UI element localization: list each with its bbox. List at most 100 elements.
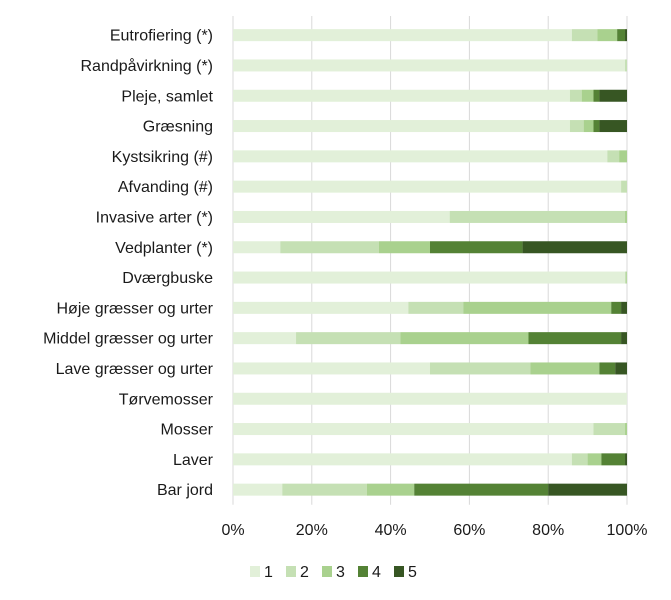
bar-segment-1 (233, 210, 450, 223)
bar-segment-3 (366, 483, 415, 496)
x-tick-labels: 0% 20% 40% 60% 80% 100% (221, 522, 647, 539)
bar-segment-5 (615, 362, 627, 375)
bar-segment-1 (233, 120, 570, 133)
category-label: Middel græsser og urter (43, 331, 214, 348)
legend-swatch (394, 566, 404, 577)
legend-swatch (322, 566, 332, 577)
legend-swatch (358, 566, 368, 577)
bar-segment-1 (233, 483, 283, 496)
bar-segment-2 (571, 29, 598, 42)
bar-segment-1 (233, 180, 622, 193)
category-label: Lave græsser og urter (56, 361, 214, 378)
bar-row (233, 271, 627, 284)
category-labels: Eutrofiering (*) Randpåvirkning (*) Pleje,… (43, 28, 214, 499)
bar-segment-2 (282, 483, 367, 496)
bar-segment-3 (626, 271, 627, 284)
bar-segment-3 (378, 241, 430, 254)
bar-segment-2 (593, 423, 626, 436)
legend-swatch (286, 566, 296, 577)
bar-segment-2 (569, 120, 584, 133)
bar-segment-3 (625, 423, 627, 436)
bar-segment-2 (430, 362, 531, 375)
bar-segment-1 (233, 332, 297, 345)
bar-segment-5 (621, 332, 627, 345)
category-label: Græsning (143, 119, 213, 136)
category-label: Høje græsser og urter (57, 300, 214, 317)
bar-segment-2 (408, 301, 464, 314)
bar-segment-5 (522, 241, 627, 254)
bar-segment-2 (625, 59, 627, 72)
bar-row (233, 89, 627, 102)
bar-row (233, 301, 627, 314)
category-label: Mosser (161, 422, 214, 439)
legend-label: 1 (264, 564, 273, 581)
bar-segment-1 (233, 392, 627, 405)
bar-row (233, 150, 627, 163)
bar-segment-2 (449, 210, 626, 223)
bar-segment-3 (583, 120, 594, 133)
bar-row (233, 483, 627, 496)
x-tick-label: 0% (221, 522, 244, 539)
category-label: Eutrofiering (*) (110, 28, 213, 45)
bar-segment-1 (233, 271, 626, 284)
legend-item: 5 (394, 564, 417, 581)
bar-segment-1 (233, 453, 572, 466)
bar-segment-1 (233, 29, 572, 42)
bar-segment-2 (571, 453, 588, 466)
category-label: Vedplanter (*) (115, 240, 213, 257)
bar-segment-1 (233, 423, 594, 436)
legend-label: 5 (408, 564, 417, 581)
bar-segment-3 (619, 150, 627, 163)
bar-row (233, 59, 627, 72)
bar-segment-3 (625, 210, 627, 223)
bar-row (233, 362, 627, 375)
bar-segment-3 (587, 453, 602, 466)
bar-segment-2 (569, 89, 582, 102)
x-tick-label: 80% (532, 522, 564, 539)
bar-row (233, 241, 627, 254)
category-label: Pleje, samlet (121, 88, 213, 105)
category-label: Kystsikring (#) (112, 149, 213, 166)
bar-row (233, 423, 627, 436)
bar-segment-4 (601, 453, 626, 466)
legend-item: 2 (286, 564, 309, 581)
legend: 1 2 3 4 5 (250, 564, 417, 581)
bar-segment-1 (233, 241, 281, 254)
category-label: Tørvemosser (119, 391, 214, 408)
x-tick-label: 100% (607, 522, 648, 539)
bar-segment-4 (414, 483, 549, 496)
bar-segment-4 (593, 89, 600, 102)
bar-segment-5 (621, 301, 627, 314)
bar-segment-3 (530, 362, 600, 375)
bar-segment-1 (233, 150, 608, 163)
bar-segment-1 (233, 301, 409, 314)
legend-item: 3 (322, 564, 345, 581)
bar-segment-1 (233, 59, 626, 72)
bar-row (233, 180, 627, 193)
bar-row (233, 120, 627, 133)
category-label: Afvanding (#) (118, 179, 213, 196)
bar-row (233, 29, 627, 42)
legend-label: 3 (336, 564, 345, 581)
bar-segment-4 (593, 120, 600, 133)
category-label: Bar jord (157, 482, 213, 499)
bar-segment-5 (625, 453, 627, 466)
bar-segment-2 (625, 271, 627, 284)
bar-segment-4 (528, 332, 622, 345)
bar-row (233, 210, 627, 223)
legend-item: 4 (358, 564, 381, 581)
bar-segment-4 (430, 241, 523, 254)
x-tick-label: 60% (453, 522, 485, 539)
bar-segment-5 (599, 120, 627, 133)
bar-segment-4 (611, 301, 622, 314)
bar-row (233, 453, 627, 466)
bar-row (233, 392, 627, 405)
x-tick-label: 20% (296, 522, 328, 539)
bar-segment-2 (296, 332, 401, 345)
bar-segment-3 (581, 89, 594, 102)
x-tick-label: 40% (375, 522, 407, 539)
category-label: Invasive arter (*) (96, 209, 213, 226)
bar-segment-2 (607, 150, 620, 163)
bar-segment-4 (617, 29, 626, 42)
